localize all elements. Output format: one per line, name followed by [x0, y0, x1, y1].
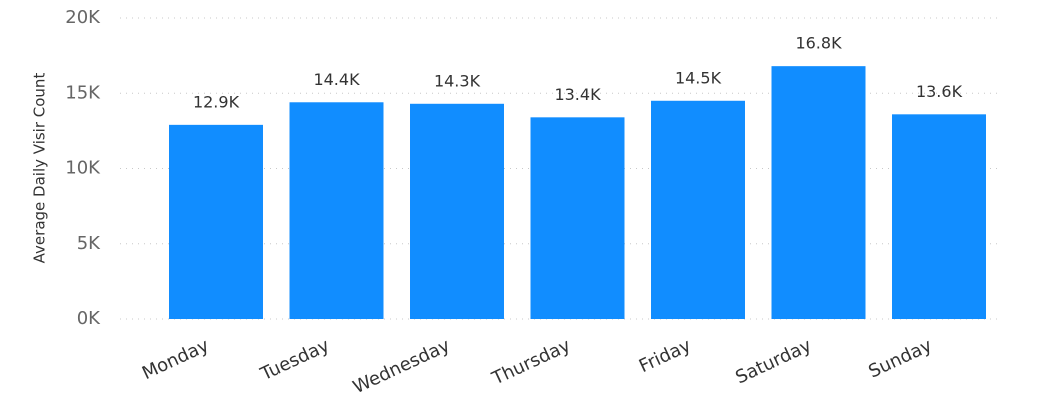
y-tick-label: 5K [77, 233, 101, 254]
bar [410, 103, 504, 319]
bar [771, 66, 866, 319]
y-tick-label: 15K [65, 82, 101, 103]
x-tick-label: Wednesday [350, 335, 454, 398]
bar [892, 114, 986, 319]
x-tick-label: Sunday [865, 335, 935, 383]
data-label: 14.5K [675, 68, 722, 87]
x-tick-label: Saturday [732, 335, 815, 388]
y-tick-label: 20K [65, 7, 101, 28]
x-tick-label: Thursday [488, 335, 574, 390]
x-tick-label: Monday [139, 335, 213, 384]
y-axis-title: Average Daily Visir Count [31, 73, 49, 264]
y-tick-label: 0K [77, 308, 101, 329]
bar [289, 102, 384, 319]
bar [169, 124, 263, 319]
data-label: 12.9K [193, 92, 240, 111]
y-tick-label: 10K [65, 158, 101, 179]
x-tick-label: Friday [636, 335, 695, 377]
data-label: 16.8K [795, 34, 842, 53]
bar [530, 117, 625, 319]
bar [651, 100, 745, 320]
x-tick-label: Tuesday [257, 335, 333, 386]
data-label: 14.4K [313, 70, 360, 89]
data-label: 13.4K [554, 85, 601, 104]
data-label: 13.6K [916, 82, 963, 101]
data-label: 14.3K [434, 71, 481, 90]
